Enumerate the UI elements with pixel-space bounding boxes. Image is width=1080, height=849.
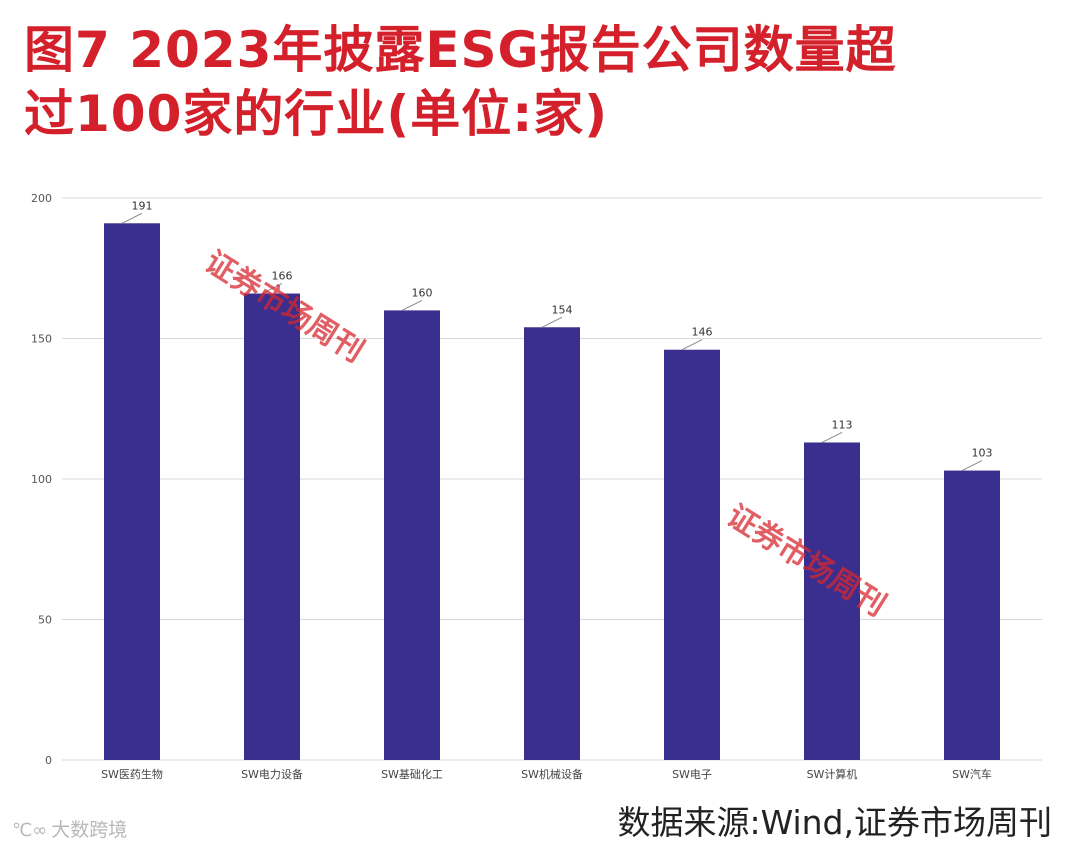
x-axis-ticks: SW医药生物 SW电力设备 SW基础化工 SW机械设备 SW电子 SW计算机 SW汽车 (101, 767, 992, 781)
data-label-leader (681, 339, 703, 351)
bar (664, 349, 720, 760)
x-tick-label: SW电力设备 (241, 767, 303, 781)
data-label: 154 (552, 303, 573, 316)
data-label-leader (261, 283, 283, 294)
bar (384, 310, 440, 760)
x-tick-label: SW基础化工 (381, 767, 443, 781)
data-label: 113 (832, 418, 853, 431)
data-label-leader (821, 432, 843, 443)
y-tick-label: 0 (45, 754, 52, 767)
bar (104, 223, 160, 761)
y-tick-label: 100 (31, 473, 52, 486)
y-axis-ticks: 0 50 100 150 200 (31, 192, 52, 767)
data-label: 166 (272, 270, 293, 283)
x-tick-label: SW计算机 (807, 767, 858, 781)
y-tick-label: 50 (38, 614, 52, 627)
x-tick-label: SW机械设备 (521, 767, 583, 781)
data-label: 160 (412, 286, 433, 299)
data-labels: 191 166 160 154 146 113 103 (121, 199, 993, 472)
data-label-leader (401, 299, 423, 311)
logo-icon: ℃∞ (12, 820, 48, 841)
bar (804, 442, 860, 760)
bars (104, 223, 1000, 761)
brand-logo: ℃∞ 大数跨境 (12, 815, 127, 842)
data-source-note: 数据来源:Wind,证券市场周刊 (617, 803, 1052, 842)
y-tick-label: 200 (31, 192, 52, 205)
data-label: 146 (692, 326, 713, 339)
x-tick-label: SW电子 (672, 768, 712, 781)
chart-title: 图7 2023年披露ESG报告公司数量超 过100家的行业(单位:家) (24, 18, 1064, 146)
logo-text: 大数跨境 (51, 819, 128, 841)
title-line-2: 过100家的行业(单位:家) (24, 85, 609, 143)
data-label: 191 (132, 199, 153, 212)
bar (244, 293, 300, 760)
bar (944, 470, 1000, 760)
bar (524, 327, 580, 760)
data-label-leader (541, 316, 563, 328)
data-label: 103 (972, 447, 993, 460)
x-tick-label: SW汽车 (952, 767, 992, 781)
data-label-leader (121, 212, 143, 224)
data-label-leader (961, 460, 983, 472)
title-line-1: 图7 2023年披露ESG报告公司数量超 (24, 21, 897, 79)
x-tick-label: SW医药生物 (101, 767, 163, 781)
y-tick-label: 150 (31, 333, 52, 346)
